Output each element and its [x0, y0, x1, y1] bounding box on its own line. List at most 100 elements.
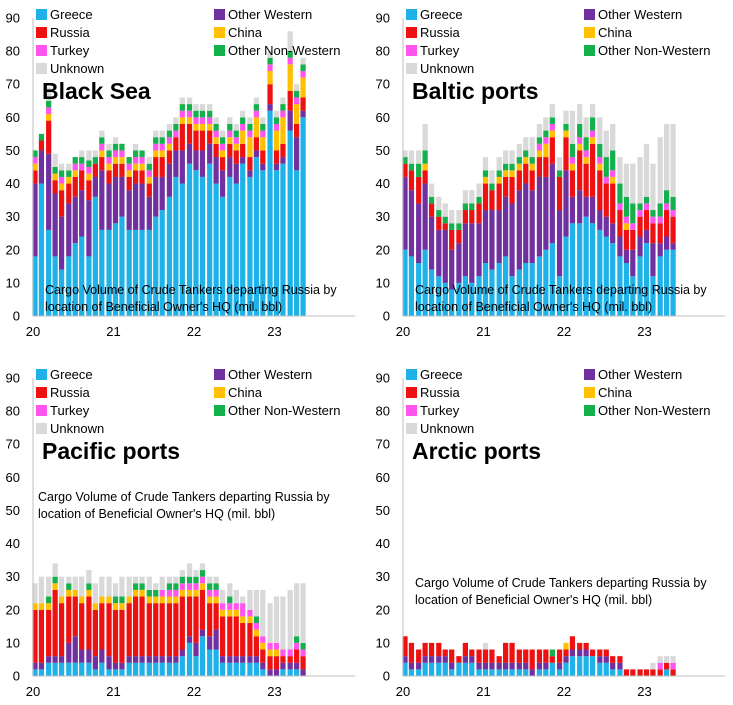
bar-segment-other-western — [179, 649, 185, 657]
bar-segment-china — [300, 77, 306, 98]
bar-segment-russia — [549, 656, 555, 663]
legend-label-turkey: Turkey — [420, 403, 460, 418]
bar-segment-other-western — [536, 662, 543, 670]
bar-segment-other-western — [496, 662, 502, 670]
bar-segment-other-western — [402, 176, 408, 250]
bar-segment-turkey — [159, 143, 165, 151]
bar-segment-china — [287, 64, 293, 91]
bar-segment-other-western — [456, 243, 462, 283]
bar-segment-unknown — [509, 150, 515, 164]
bar-segment-unknown — [536, 123, 543, 138]
bar-segment-china — [186, 589, 193, 597]
bar-segment-other-western — [240, 157, 246, 164]
bar-segment-russia — [213, 603, 219, 630]
bar-segment-other-western — [92, 176, 98, 197]
bar-segment-russia — [207, 603, 213, 637]
y-tick-label: 50 — [6, 143, 20, 158]
legend-label-other-non-western: Other Non-Western — [598, 43, 710, 58]
legend-label-unknown: Unknown — [420, 421, 474, 436]
bar-segment-china — [273, 130, 280, 151]
bar-segment-greece — [503, 669, 509, 676]
bar-segment-other-non-western — [133, 150, 139, 158]
bar-segment-russia — [402, 163, 408, 177]
bar-segment-other-western — [213, 629, 219, 650]
bar-segment-russia — [670, 669, 676, 676]
bar-segment-china — [253, 629, 259, 637]
legend-label-china: China — [598, 385, 633, 400]
bar-segment-other-western — [133, 183, 139, 230]
bar-segment-russia — [408, 170, 415, 191]
legend-swatch-greece — [406, 9, 417, 20]
bar-segment-other-non-western — [482, 170, 489, 177]
bar-segment-russia — [603, 649, 609, 657]
bar-segment-other-western — [38, 150, 45, 184]
y-tick-label: 30 — [6, 209, 20, 224]
bar-segment-russia — [589, 143, 596, 197]
bar-segment-china — [72, 589, 78, 597]
bar-segment-other-western — [476, 662, 482, 670]
bar-segment-turkey — [300, 649, 306, 657]
y-tick-label: 90 — [376, 11, 390, 26]
bar-segment-other-western — [294, 137, 300, 171]
bar-segment-turkey — [119, 150, 125, 158]
bar-segment-other-western — [173, 656, 179, 663]
bar-segment-other-western — [597, 210, 603, 230]
bar-segment-other-non-western — [300, 642, 306, 650]
bar-segment-china — [146, 596, 152, 604]
chart-subtitle: location of Beneficial Owner's HQ (mil. … — [38, 507, 275, 521]
bar-segment-other-western — [428, 216, 435, 270]
bar-segment-unknown — [549, 104, 555, 118]
bar-segment-other-western — [549, 163, 555, 244]
bar-segment-unknown — [99, 130, 105, 138]
bar-segment-unknown — [193, 570, 199, 577]
bar-segment-china — [133, 589, 139, 597]
bar-segment-russia — [287, 90, 293, 111]
x-tick-label: 20 — [396, 684, 410, 699]
x-tick-label: 21 — [106, 324, 120, 339]
bar-segment-unknown — [267, 51, 273, 58]
bar-segment-greece — [489, 269, 495, 316]
bar-segment-greece — [556, 669, 563, 676]
bar-segment-greece — [86, 662, 92, 676]
bar-segment-turkey — [173, 589, 179, 597]
bar-segment-greece — [38, 183, 45, 316]
bar-segment-other-western — [99, 170, 105, 230]
bar-segment-other-western — [207, 143, 213, 164]
bar-segment-greece — [72, 662, 78, 676]
y-tick-label: 0 — [13, 309, 20, 324]
bar-segment-russia — [126, 176, 132, 191]
bar-segment-russia — [643, 210, 650, 230]
bar-segment-russia — [213, 143, 219, 158]
bar-segment-unknown — [38, 576, 45, 604]
bar-segment-china — [422, 163, 428, 171]
bar-segment-other-non-western — [294, 90, 300, 98]
x-tick-label: 23 — [637, 684, 651, 699]
legend-label-turkey: Turkey — [420, 43, 460, 58]
chart-subtitle: location of Beneficial Owner's HQ (mil. … — [45, 300, 282, 314]
bar-segment-greece — [179, 656, 185, 676]
bar-segment-unknown — [630, 163, 636, 204]
bar-segment-china — [119, 603, 125, 610]
bar-segment-greece — [133, 662, 139, 676]
bar-segment-greece — [583, 216, 589, 316]
bar-segment-greece — [207, 163, 213, 316]
bar-segment-other-western — [66, 203, 72, 257]
y-tick-label: 80 — [6, 44, 20, 59]
bar-segment-russia — [637, 669, 643, 676]
legend-label-turkey: Turkey — [50, 43, 90, 58]
bar-segment-greece — [509, 276, 515, 316]
bar-segment-russia — [449, 229, 455, 250]
bar-segment-greece — [476, 276, 482, 316]
bar-segment-greece — [260, 170, 266, 316]
bar-segment-other-non-western — [173, 583, 179, 590]
bar-segment-russia — [523, 649, 529, 663]
bar-segment-russia — [199, 130, 206, 151]
legend-swatch-russia — [406, 387, 417, 398]
bar-segment-china — [247, 616, 253, 624]
bar-segment-other-non-western — [597, 143, 603, 158]
bar-segment-unknown — [449, 210, 455, 224]
legend-swatch-china — [584, 387, 595, 398]
x-tick-label: 23 — [267, 324, 281, 339]
bar-segment-unknown — [58, 163, 65, 171]
bar-segment-unknown — [233, 123, 239, 131]
